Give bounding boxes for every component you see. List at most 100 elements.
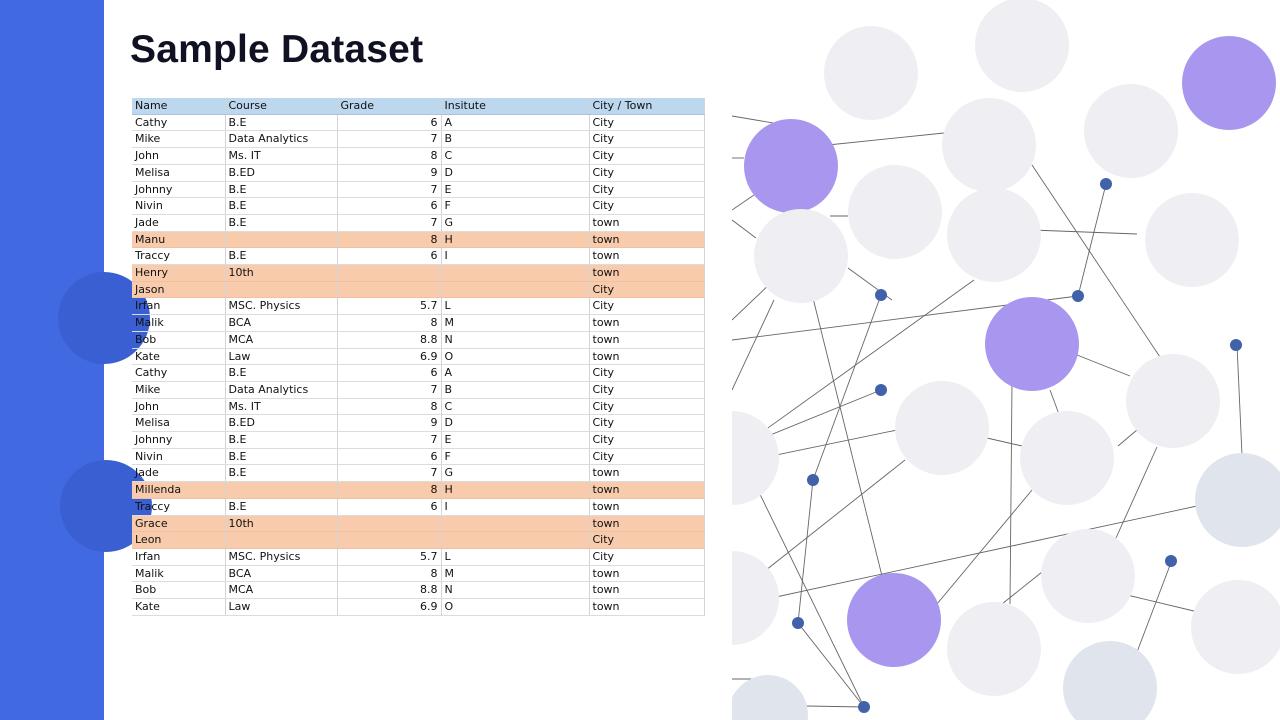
graph-node — [947, 188, 1041, 282]
cell-name: John — [132, 398, 226, 416]
network-nodes — [732, 0, 1280, 720]
cell-grade: 6 — [337, 498, 442, 516]
graph-node-highlight — [744, 119, 838, 213]
cell-city-town: town — [589, 231, 705, 249]
cell-name: Johnny — [132, 431, 226, 449]
cell-course: B.E — [225, 181, 338, 199]
cell-institute: O — [441, 598, 590, 616]
cell-grade: 7 — [337, 181, 442, 199]
side-accent-bar — [0, 0, 152, 720]
table-row: Melisa B.ED 9 D City — [132, 414, 705, 433]
table-row: Melisa B.ED 9 D City — [132, 164, 705, 182]
cell-grade: 6.9 — [337, 598, 442, 616]
cell-name: Jason — [132, 281, 226, 299]
cell-institute: B — [441, 130, 590, 149]
table-row: Nivin B.E 6 F City — [132, 448, 705, 466]
cell-institute: F — [441, 197, 590, 215]
cell-name: Irfan — [132, 548, 226, 566]
graph-node — [732, 411, 779, 505]
cell-name: Grace — [132, 515, 226, 533]
cell-grade: 8 — [337, 314, 442, 332]
cell-course: MSC. Physics — [225, 548, 338, 566]
cell-institute: A — [441, 114, 590, 132]
network-graph-illustration — [732, 0, 1280, 720]
table-row: Grace 10th town — [132, 515, 705, 533]
cell-city-town: town — [589, 581, 705, 600]
network-dots — [792, 178, 1242, 713]
table-row: John Ms. IT 8 C City — [132, 147, 705, 165]
graph-node — [1041, 529, 1135, 623]
graph-node — [1084, 84, 1178, 178]
cell-name: Kate — [132, 598, 226, 616]
cell-city-town: town — [589, 348, 705, 366]
cell-institute: G — [441, 464, 590, 483]
graph-node-highlight — [985, 297, 1079, 391]
cell-name: Malik — [132, 565, 226, 583]
cell-city-town: City — [589, 281, 705, 299]
cell-grade — [337, 515, 442, 533]
cell-grade: 7 — [337, 464, 442, 483]
cell-course: B.ED — [225, 414, 338, 433]
cell-institute: C — [441, 398, 590, 416]
cell-name: Nivin — [132, 448, 226, 466]
cell-course: B.E — [225, 448, 338, 466]
cell-course: B.E — [225, 114, 338, 132]
cell-name: Leon — [132, 531, 226, 549]
cell-institute: E — [441, 181, 590, 199]
cell-grade: 5.7 — [337, 297, 442, 316]
cell-institute: G — [441, 214, 590, 232]
cell-institute: F — [441, 448, 590, 466]
cell-name: Bob — [132, 331, 226, 349]
cell-name: Cathy — [132, 364, 226, 382]
cell-city-town: town — [589, 565, 705, 583]
graph-node — [895, 381, 989, 475]
graph-dot — [792, 617, 804, 629]
cell-name: Kate — [132, 348, 226, 366]
cell-course: Law — [225, 598, 338, 616]
cell-institute: O — [441, 348, 590, 366]
cell-institute: L — [441, 297, 590, 316]
table-row: Jason City — [132, 281, 705, 299]
cell-institute: C — [441, 147, 590, 165]
cell-course: MCA — [225, 331, 338, 349]
cell-name: Cathy — [132, 114, 226, 132]
cell-city-town: town — [589, 314, 705, 332]
cell-course: B.ED — [225, 164, 338, 182]
cell-course: B.E — [225, 464, 338, 483]
cell-institute: N — [441, 331, 590, 349]
cell-institute — [441, 264, 590, 282]
cell-grade: 8 — [337, 231, 442, 249]
cell-city-town: City — [589, 197, 705, 215]
cell-institute: I — [441, 498, 590, 516]
cell-institute: M — [441, 314, 590, 332]
cell-name: Henry — [132, 264, 226, 282]
cell-city-town: town — [589, 498, 705, 516]
cell-grade: 7 — [337, 431, 442, 449]
cell-name: Traccy — [132, 247, 226, 266]
cell-name: Bob — [132, 581, 226, 600]
cell-city-town: City — [589, 431, 705, 449]
cell-course: B.E — [225, 498, 338, 516]
cell-grade: 9 — [337, 414, 442, 433]
graph-node — [1191, 580, 1280, 674]
graph-dot — [1100, 178, 1112, 190]
cell-grade: 7 — [337, 214, 442, 232]
cell-name: Jade — [132, 214, 226, 232]
cell-grade: 7 — [337, 381, 442, 399]
cell-grade: 8.8 — [337, 581, 442, 600]
cell-grade: 6.9 — [337, 348, 442, 366]
table-row: Cathy B.E 6 A City — [132, 364, 705, 382]
cell-course: Ms. IT — [225, 398, 338, 416]
cell-city-town: City — [589, 181, 705, 199]
column-header-course: Course — [225, 98, 338, 115]
graph-dot — [858, 701, 870, 713]
cell-name: Traccy — [132, 498, 226, 516]
cell-name: Jade — [132, 464, 226, 483]
cell-institute — [441, 515, 590, 533]
